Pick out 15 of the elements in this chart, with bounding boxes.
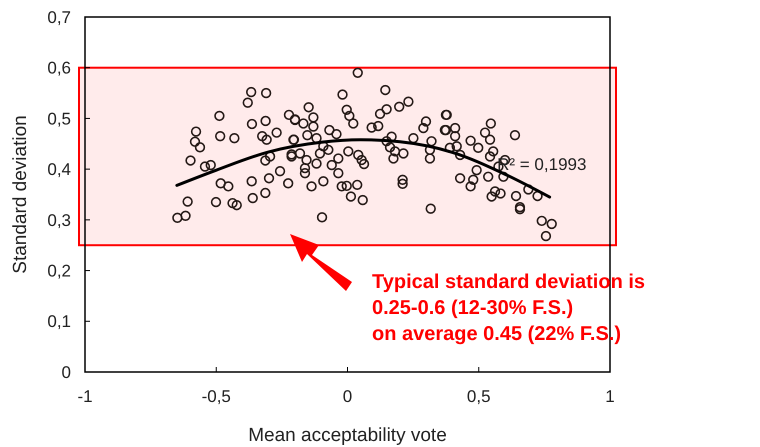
y-tick-label: 0,1 bbox=[47, 312, 71, 332]
y-tick-label: 0,6 bbox=[47, 58, 71, 78]
x-tick-label: -0,5 bbox=[202, 387, 231, 406]
y-axis-title: Standard deviation bbox=[10, 115, 31, 274]
x-tick-label: 0,5 bbox=[466, 387, 491, 406]
y-tick-label: 0,3 bbox=[47, 210, 71, 230]
y-tick-label: 0,4 bbox=[47, 160, 71, 180]
x-tick-label: 1 bbox=[605, 387, 615, 406]
y-tick-label: 0 bbox=[62, 362, 71, 382]
y-tick-label: 0,2 bbox=[47, 262, 71, 281]
y-tick-label: 0,7 bbox=[47, 8, 71, 27]
y-tick-label: 0,5 bbox=[47, 109, 71, 128]
x-axis-title: Mean acceptability vote bbox=[248, 425, 447, 446]
x-tick-label: -1 bbox=[77, 387, 93, 406]
x-tick-label: 0 bbox=[342, 387, 352, 406]
